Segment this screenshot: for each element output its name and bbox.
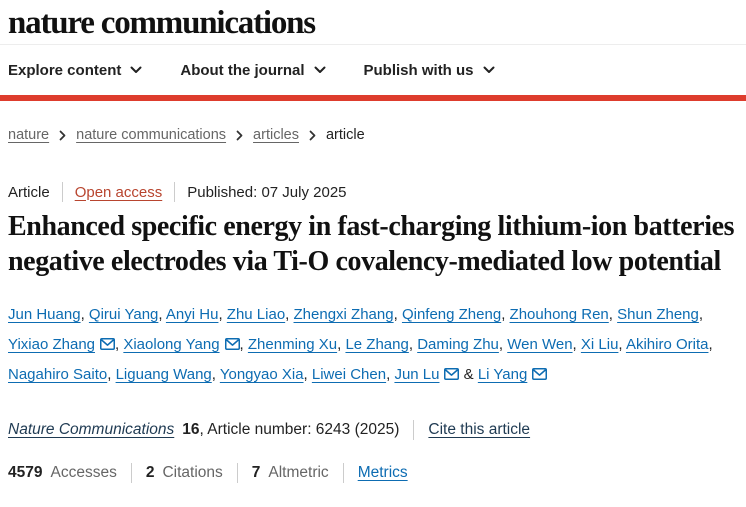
- journal-volume: 16: [182, 421, 200, 438]
- author-link[interactable]: Li Yang: [477, 366, 528, 383]
- journal-citation-row: Nature Communications 16, Article number…: [8, 420, 738, 440]
- meta-divider: [413, 420, 415, 440]
- email-icon[interactable]: [224, 338, 240, 350]
- author-separator: ,: [285, 306, 294, 323]
- article-type-label: Article: [8, 183, 50, 201]
- author-separator: ,: [337, 336, 346, 353]
- email-icon[interactable]: [444, 368, 460, 380]
- author-link[interactable]: Zhengxi Zhang: [293, 306, 394, 323]
- metric-value-accesses: 4579: [8, 464, 43, 481]
- author-separator: ,: [218, 306, 227, 323]
- nav-item-publish-with-us[interactable]: Publish with us: [364, 62, 495, 79]
- cite-this-article-link[interactable]: Cite this article: [428, 421, 531, 438]
- author-separator: ,: [158, 306, 166, 323]
- metric-value-citations: 2: [145, 464, 155, 481]
- author-separator: ,: [239, 336, 248, 353]
- open-access-link[interactable]: Open access: [74, 183, 163, 201]
- email-icon[interactable]: [532, 368, 548, 380]
- chevron-right-icon: [236, 130, 243, 140]
- author-separator: ,: [303, 366, 312, 383]
- meta-divider: [342, 463, 344, 483]
- chevron-down-icon: [130, 66, 142, 73]
- main-nav: Explore content About the journal Publish …: [0, 45, 746, 95]
- author-separator: ,: [708, 336, 713, 353]
- author-link[interactable]: Yixiao Zhang: [8, 336, 95, 353]
- chevron-right-icon: [59, 130, 66, 140]
- nav-item-label: About the journal: [180, 61, 305, 79]
- email-icon[interactable]: [100, 338, 115, 350]
- author-link[interactable]: Jun Huang: [8, 306, 81, 323]
- author-separator: ,: [498, 336, 508, 353]
- author-separator: ,: [408, 336, 418, 353]
- author-link[interactable]: Yongyao Xia: [219, 366, 304, 383]
- journal-volume-and-number: 16, Article number: 6243 (2025): [182, 421, 399, 439]
- author-link[interactable]: Zhouhong Ren: [509, 306, 609, 323]
- nav-item-explore-content[interactable]: Explore content: [8, 62, 142, 79]
- article-header-section: nature nature communications articles artic…: [0, 127, 746, 483]
- author-link[interactable]: Shun Zheng: [617, 306, 699, 323]
- author-link[interactable]: Nagahiro Saito: [8, 366, 108, 383]
- author-separator: ,: [107, 366, 116, 383]
- author-link[interactable]: Wen Wen: [507, 336, 573, 353]
- author-separator: ,: [211, 366, 220, 383]
- chevron-down-icon: [483, 66, 495, 73]
- nav-item-about-the-journal[interactable]: About the journal: [180, 61, 326, 79]
- author-link[interactable]: Xiaolong Yang: [123, 336, 220, 353]
- author-separator: ,: [393, 306, 402, 323]
- meta-divider: [236, 463, 238, 483]
- author-separator: ,: [80, 306, 89, 323]
- metric-label-altmetric: Altmetric: [268, 464, 329, 481]
- article-metrics-row: 4579 Accesses 2 Citations 7 Altmetric Metrics: [8, 463, 738, 483]
- journal-name-link[interactable]: Nature Communications: [8, 421, 175, 438]
- metric-label-accesses: Accesses: [50, 464, 117, 481]
- author-link[interactable]: Zhu Liao: [226, 306, 286, 323]
- article-number-text: , Article number: 6243 (2025): [199, 421, 400, 438]
- author-separator: ,: [698, 306, 704, 323]
- author-link[interactable]: Qirui Yang: [88, 306, 159, 323]
- author-separator: ,: [608, 306, 618, 323]
- nav-item-label: Publish with us: [363, 61, 474, 79]
- author-link[interactable]: Xi Liu: [580, 336, 619, 353]
- article-meta-row: Article Open access Published: 07 July 2…: [8, 182, 738, 202]
- author-link[interactable]: Zhenming Xu: [247, 336, 338, 353]
- breadcrumb-current: article: [325, 127, 365, 143]
- site-header: nature communications: [0, 0, 746, 45]
- nav-item-label: Explore content: [8, 61, 122, 79]
- author-list: Jun Huang, Qirui Yang, Anyi Hu, Zhu Liao…: [8, 300, 738, 390]
- author-separator: ,: [115, 336, 124, 353]
- author-link[interactable]: Daming Zhu: [417, 336, 499, 353]
- author-separator: ,: [572, 336, 581, 353]
- author-link[interactable]: Jun Lu: [394, 366, 440, 383]
- author-separator: ,: [386, 366, 395, 383]
- journal-logo[interactable]: nature communications: [8, 4, 316, 41]
- author-link[interactable]: Liwei Chen: [311, 366, 387, 383]
- meta-divider: [61, 182, 63, 202]
- breadcrumb-link-nature-communications[interactable]: nature communications: [76, 127, 227, 143]
- breadcrumb-link-articles[interactable]: articles: [253, 127, 299, 143]
- author-separator: ,: [501, 306, 510, 323]
- metric-label-citations: Citations: [162, 464, 223, 481]
- chevron-down-icon: [314, 66, 326, 73]
- author-link[interactable]: Anyi Hu: [165, 306, 219, 323]
- metrics-link[interactable]: Metrics: [357, 464, 408, 481]
- meta-divider: [174, 182, 176, 202]
- chevron-right-icon: [309, 130, 316, 140]
- metric-value-altmetric: 7: [251, 464, 261, 481]
- breadcrumb-link-nature[interactable]: nature: [8, 127, 50, 143]
- author-link[interactable]: Qinfeng Zheng: [401, 306, 502, 323]
- author-link[interactable]: Liguang Wang: [115, 366, 212, 383]
- author-separator: ,: [618, 336, 626, 353]
- published-date: Published: 07 July 2025: [187, 183, 347, 201]
- breadcrumb: nature nature communications articles artic…: [8, 127, 738, 143]
- meta-divider: [130, 463, 132, 483]
- author-link[interactable]: Akihiro Orita: [625, 336, 709, 353]
- article-title: Enhanced specific energy in fast-chargin…: [8, 211, 735, 277]
- author-link[interactable]: Le Zhang: [345, 336, 409, 353]
- brand-red-bar: [0, 95, 746, 101]
- author-separator: &: [459, 366, 478, 383]
